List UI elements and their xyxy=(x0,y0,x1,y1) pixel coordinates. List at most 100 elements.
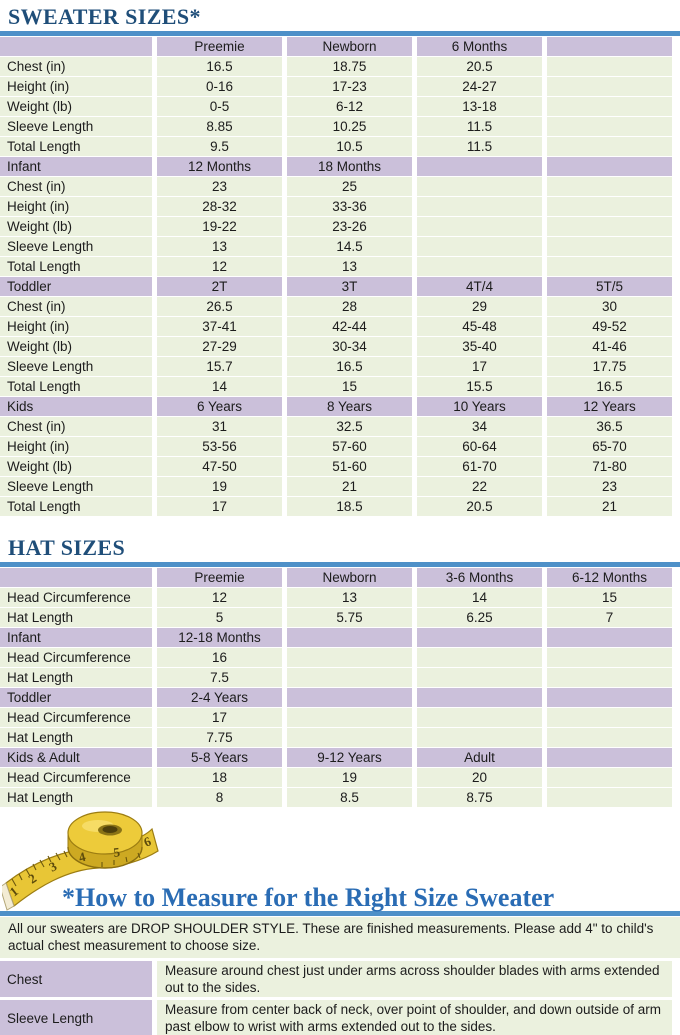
value-cell xyxy=(547,77,672,96)
value-cell: 71-80 xyxy=(547,457,672,476)
row-label: Weight (lb) xyxy=(0,97,152,116)
value-cell: 53-56 xyxy=(157,437,282,456)
value-cell: 17 xyxy=(157,497,282,516)
divider-rule xyxy=(0,562,680,567)
value-cell: 14 xyxy=(157,377,282,396)
value-cell xyxy=(417,257,542,276)
row-label: Sleeve Length xyxy=(0,117,152,136)
value-cell: 15.7 xyxy=(157,357,282,376)
value-cell: 15 xyxy=(547,588,672,607)
row-label: Head Circumference xyxy=(0,648,152,667)
value-cell: 30 xyxy=(547,297,672,316)
column-header xyxy=(547,37,672,56)
divider-rule xyxy=(0,31,680,36)
column-header xyxy=(417,157,542,176)
value-cell: 23 xyxy=(547,477,672,496)
sweater-sizes-table: Preemie Newborn 6 Months Chest (in) 16.5 18.7… xyxy=(0,37,672,516)
measure-intro-text: All our sweaters are DROP SHOULDER STYLE… xyxy=(0,917,680,958)
value-cell: 32.5 xyxy=(287,417,412,436)
value-cell xyxy=(417,197,542,216)
value-cell: 26.5 xyxy=(157,297,282,316)
value-cell: 8.5 xyxy=(287,788,412,807)
value-cell: 42-44 xyxy=(287,317,412,336)
column-header xyxy=(547,748,672,767)
column-header: 2T xyxy=(157,277,282,296)
section-header-label: Toddler xyxy=(0,277,152,296)
value-cell: 34 xyxy=(417,417,542,436)
value-cell: 21 xyxy=(547,497,672,516)
row-label: Total Length xyxy=(0,377,152,396)
row-label: Weight (lb) xyxy=(0,217,152,236)
row-label: Chest (in) xyxy=(0,417,152,436)
value-cell xyxy=(417,668,542,687)
value-cell: 15 xyxy=(287,377,412,396)
value-cell xyxy=(547,197,672,216)
row-label: Chest (in) xyxy=(0,177,152,196)
column-header: 6 Years xyxy=(157,397,282,416)
column-header: 3-6 Months xyxy=(417,568,542,587)
value-cell: 18 xyxy=(157,768,282,787)
section-header-label xyxy=(0,37,152,56)
row-label: Head Circumference xyxy=(0,588,152,607)
value-cell: 17 xyxy=(417,357,542,376)
row-label: Sleeve Length xyxy=(0,237,152,256)
value-cell: 8 xyxy=(157,788,282,807)
column-header: 6 Months xyxy=(417,37,542,56)
value-cell: 51-60 xyxy=(287,457,412,476)
value-cell: 0-5 xyxy=(157,97,282,116)
measure-section-header: 1 2 3 4 5 6 *How to Measure for the Righ… xyxy=(0,807,680,912)
value-cell: 6.25 xyxy=(417,608,542,627)
value-cell xyxy=(287,648,412,667)
column-header xyxy=(547,157,672,176)
column-header xyxy=(547,628,672,647)
value-cell xyxy=(417,708,542,727)
value-cell: 13 xyxy=(287,257,412,276)
column-header: Adult xyxy=(417,748,542,767)
column-header xyxy=(287,688,412,707)
value-cell: 57-60 xyxy=(287,437,412,456)
column-header xyxy=(417,628,542,647)
value-cell: 35-40 xyxy=(417,337,542,356)
value-cell: 65-70 xyxy=(547,437,672,456)
value-cell: 20.5 xyxy=(417,497,542,516)
row-label: Head Circumference xyxy=(0,708,152,727)
value-cell xyxy=(417,177,542,196)
value-cell: 25 xyxy=(287,177,412,196)
value-cell xyxy=(547,788,672,807)
column-header: 5-8 Years xyxy=(157,748,282,767)
column-header: 12-18 Months xyxy=(157,628,282,647)
value-cell: 5.75 xyxy=(287,608,412,627)
column-header: Preemie xyxy=(157,568,282,587)
value-cell: 45-48 xyxy=(417,317,542,336)
row-label: Height (in) xyxy=(0,77,152,96)
column-header: 3T xyxy=(287,277,412,296)
value-cell xyxy=(417,237,542,256)
value-cell: 16.5 xyxy=(547,377,672,396)
value-cell xyxy=(547,57,672,76)
divider-rule xyxy=(0,911,680,916)
value-cell: 18.5 xyxy=(287,497,412,516)
value-cell xyxy=(287,728,412,747)
column-header: 6-12 Months xyxy=(547,568,672,587)
column-header: 18 Months xyxy=(287,157,412,176)
row-label: Weight (lb) xyxy=(0,337,152,356)
column-header: 12 Months xyxy=(157,157,282,176)
value-cell xyxy=(547,137,672,156)
column-header: 4T/4 xyxy=(417,277,542,296)
value-cell: 8.75 xyxy=(417,788,542,807)
value-cell: 37-41 xyxy=(157,317,282,336)
measure-row-text: Measure around chest just under arms acr… xyxy=(157,961,672,997)
row-label: Height (in) xyxy=(0,437,152,456)
row-label: Total Length xyxy=(0,137,152,156)
value-cell: 49-52 xyxy=(547,317,672,336)
value-cell: 41-46 xyxy=(547,337,672,356)
value-cell: 21 xyxy=(287,477,412,496)
value-cell: 6-12 xyxy=(287,97,412,116)
measuring-tape-icon: 1 2 3 4 5 6 xyxy=(2,811,159,911)
value-cell: 12 xyxy=(157,257,282,276)
value-cell: 13 xyxy=(157,237,282,256)
hat-sizes-title: HAT SIZES xyxy=(8,535,126,560)
value-cell xyxy=(547,708,672,727)
section-header-label: Kids xyxy=(0,397,152,416)
